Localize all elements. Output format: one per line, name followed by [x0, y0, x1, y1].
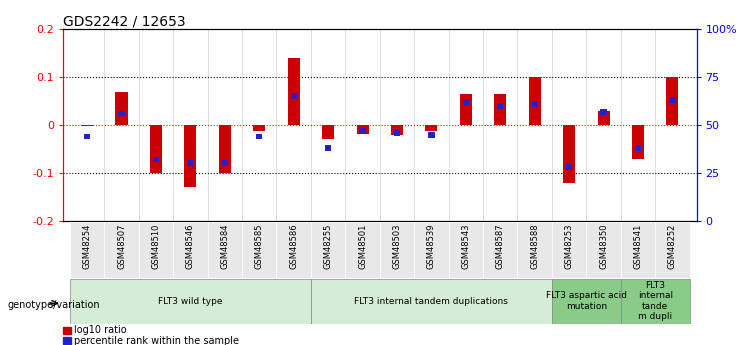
Bar: [119, 111, 124, 117]
FancyBboxPatch shape: [552, 222, 586, 278]
Text: genotype/variation: genotype/variation: [7, 300, 100, 310]
Text: FLT3 wild type: FLT3 wild type: [158, 296, 222, 306]
FancyBboxPatch shape: [621, 279, 690, 324]
Text: FLT3 internal tandem duplications: FLT3 internal tandem duplications: [354, 296, 508, 306]
Bar: [669, 97, 676, 103]
Text: GSM48501: GSM48501: [358, 224, 367, 269]
Text: GSM48503: GSM48503: [393, 224, 402, 269]
FancyBboxPatch shape: [311, 222, 345, 278]
FancyBboxPatch shape: [345, 222, 380, 278]
FancyBboxPatch shape: [483, 222, 517, 278]
FancyBboxPatch shape: [207, 222, 242, 278]
FancyBboxPatch shape: [655, 222, 690, 278]
Text: GSM48350: GSM48350: [599, 224, 608, 269]
Bar: [563, 125, 575, 183]
Text: log10 ratio: log10 ratio: [74, 325, 127, 335]
Bar: [116, 91, 127, 125]
FancyBboxPatch shape: [448, 222, 483, 278]
FancyBboxPatch shape: [70, 279, 311, 324]
Text: percentile rank within the sample: percentile rank within the sample: [74, 336, 239, 345]
Text: GSM48588: GSM48588: [531, 224, 539, 269]
Text: GSM48510: GSM48510: [151, 224, 161, 269]
Text: GSM48546: GSM48546: [186, 224, 195, 269]
Bar: [394, 130, 400, 136]
Text: GSM48585: GSM48585: [255, 224, 264, 269]
Bar: [153, 157, 159, 162]
Text: FLT3 aspartic acid
mutation: FLT3 aspartic acid mutation: [546, 291, 627, 311]
Bar: [219, 125, 231, 173]
Bar: [635, 145, 641, 151]
FancyBboxPatch shape: [276, 222, 311, 278]
Text: GSM48507: GSM48507: [117, 224, 126, 269]
FancyBboxPatch shape: [242, 222, 276, 278]
Bar: [391, 125, 403, 135]
Bar: [150, 125, 162, 173]
Bar: [63, 327, 71, 334]
Text: GSM48543: GSM48543: [462, 224, 471, 269]
Bar: [494, 94, 506, 125]
Bar: [222, 160, 228, 166]
Bar: [322, 125, 334, 139]
Text: GSM48255: GSM48255: [324, 224, 333, 269]
FancyBboxPatch shape: [104, 222, 139, 278]
Bar: [256, 134, 262, 139]
Bar: [666, 77, 679, 125]
FancyBboxPatch shape: [552, 279, 621, 324]
Text: GSM48587: GSM48587: [496, 224, 505, 269]
Bar: [600, 109, 607, 115]
Bar: [497, 103, 503, 109]
Bar: [632, 125, 644, 159]
FancyBboxPatch shape: [311, 279, 552, 324]
Bar: [187, 160, 193, 166]
Bar: [253, 125, 265, 131]
Text: GSM48586: GSM48586: [289, 224, 298, 269]
Bar: [81, 125, 93, 127]
Bar: [84, 134, 90, 139]
Bar: [63, 337, 71, 344]
FancyBboxPatch shape: [380, 222, 414, 278]
Text: GSM48539: GSM48539: [427, 224, 436, 269]
Text: GSM48584: GSM48584: [220, 224, 229, 269]
Text: GSM48253: GSM48253: [565, 224, 574, 269]
Text: GSM48252: GSM48252: [668, 224, 677, 269]
Bar: [462, 99, 469, 105]
Bar: [359, 128, 365, 134]
Bar: [425, 125, 437, 131]
FancyBboxPatch shape: [139, 222, 173, 278]
FancyBboxPatch shape: [173, 222, 207, 278]
Bar: [528, 77, 541, 125]
FancyBboxPatch shape: [414, 222, 448, 278]
Bar: [290, 93, 297, 99]
Bar: [356, 125, 368, 134]
Text: GSM48254: GSM48254: [82, 224, 92, 269]
Text: GDS2242 / 12653: GDS2242 / 12653: [63, 14, 185, 28]
Text: FLT3
internal
tande
m dupli: FLT3 internal tande m dupli: [638, 281, 673, 321]
FancyBboxPatch shape: [517, 222, 552, 278]
Bar: [288, 58, 299, 125]
Bar: [325, 145, 331, 151]
FancyBboxPatch shape: [70, 222, 104, 278]
Bar: [597, 111, 610, 125]
FancyBboxPatch shape: [621, 222, 655, 278]
Bar: [428, 132, 434, 138]
Bar: [185, 125, 196, 187]
Bar: [460, 94, 472, 125]
Bar: [531, 101, 538, 107]
FancyBboxPatch shape: [586, 222, 621, 278]
Bar: [566, 164, 572, 170]
Text: GSM48541: GSM48541: [634, 224, 642, 269]
